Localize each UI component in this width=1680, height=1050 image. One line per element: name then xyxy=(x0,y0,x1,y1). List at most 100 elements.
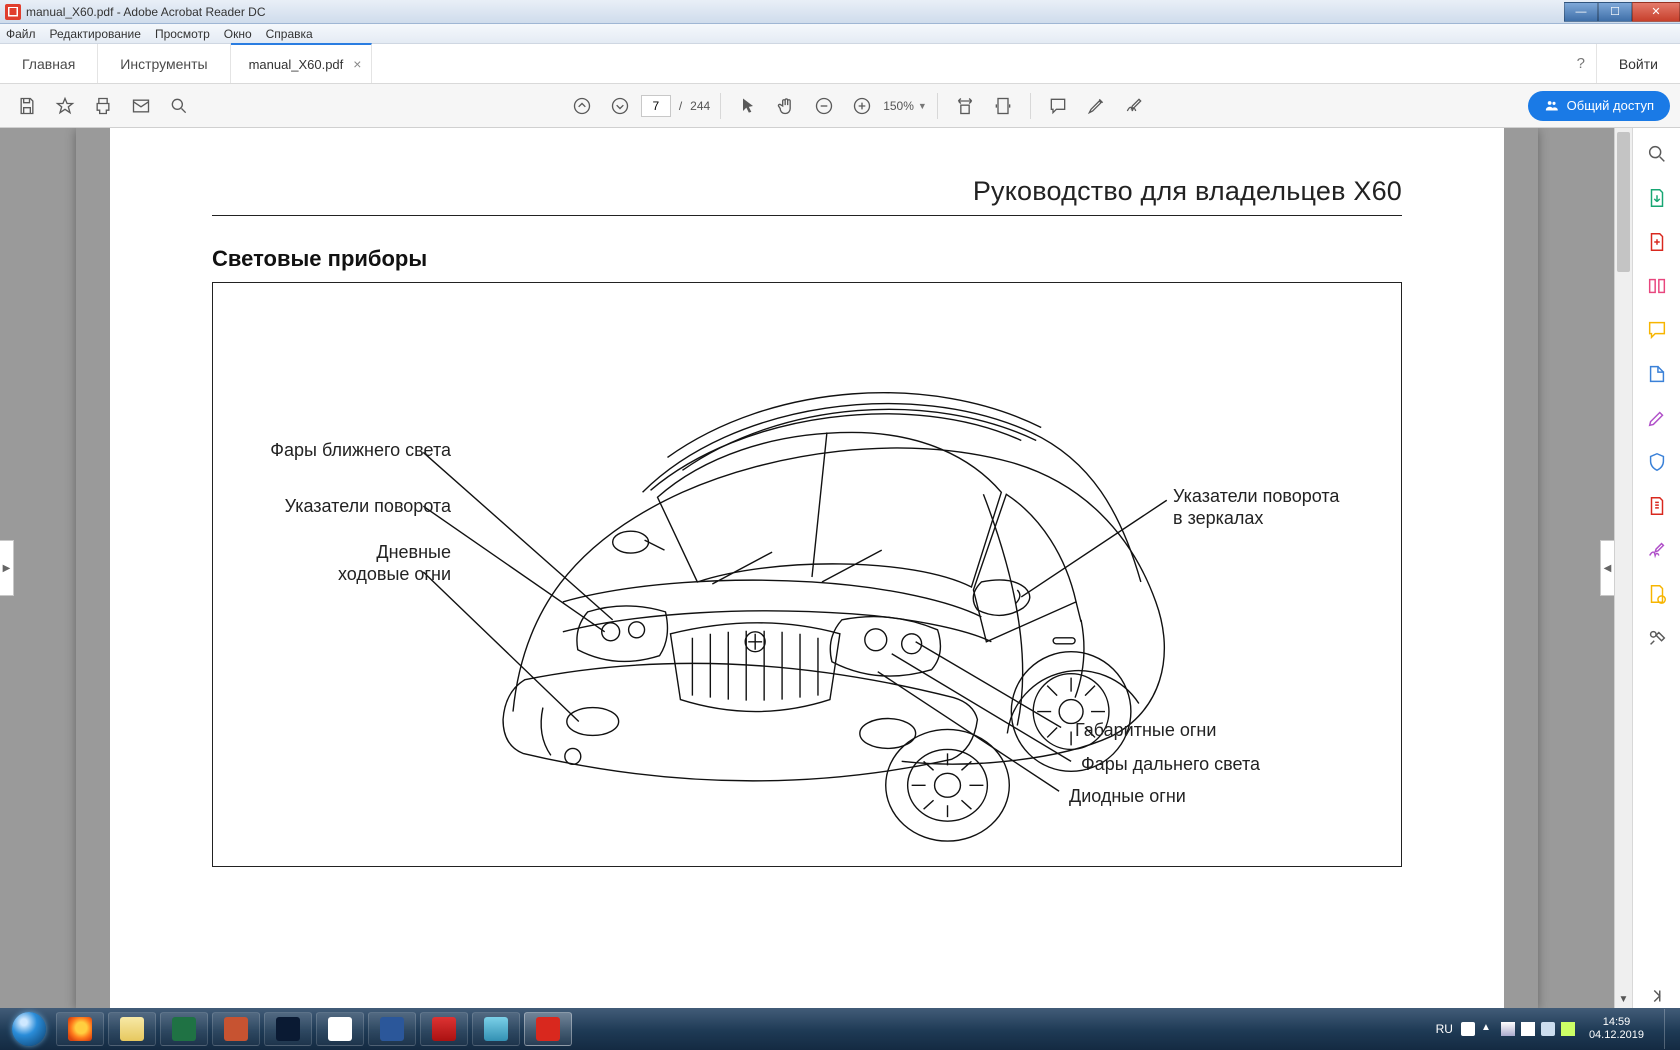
tab-document[interactable]: manual_X60.pdf × xyxy=(231,43,373,83)
chevron-down-icon: ▼ xyxy=(918,101,927,111)
section-title: Световые приборы xyxy=(212,246,1402,272)
pdf-page: Руководство для владельцев X60 Световые … xyxy=(76,128,1538,1008)
tray-icon-generic-1[interactable] xyxy=(1461,1022,1475,1036)
page-sep: / xyxy=(679,99,682,113)
strip-fill-sign-icon[interactable] xyxy=(1645,538,1669,562)
strip-collapse-icon[interactable] xyxy=(1645,984,1669,1008)
tab-close-icon[interactable]: × xyxy=(353,56,361,72)
document-tabbar: Главная Инструменты manual_X60.pdf × ? В… xyxy=(0,44,1680,84)
workspace: ▶ ◀ Руководство для владельцев X60 Свето… xyxy=(0,128,1680,1008)
scrollbar-thumb[interactable] xyxy=(1617,132,1630,272)
document-viewport[interactable]: ▶ ◀ Руководство для владельцев X60 Свето… xyxy=(0,128,1614,1008)
callout-position-lights: Габаритные огни xyxy=(1075,719,1216,742)
tab-document-label: manual_X60.pdf xyxy=(249,57,344,72)
strip-comment-icon[interactable] xyxy=(1645,318,1669,342)
strip-combine-icon[interactable] xyxy=(1645,362,1669,386)
tray-volume-icon[interactable] xyxy=(1521,1022,1535,1036)
zoom-out-icon[interactable] xyxy=(807,89,841,123)
tray-clock[interactable]: 14:59 04.12.2019 xyxy=(1583,1016,1650,1041)
strip-compress-icon[interactable] xyxy=(1645,494,1669,518)
cursor-icon[interactable] xyxy=(731,89,765,123)
expand-left-pane-button[interactable]: ▶ xyxy=(0,540,14,596)
menu-file[interactable]: Файл xyxy=(6,27,36,41)
windows-orb-icon xyxy=(12,1012,46,1046)
vehicle-diagram: Фары ближнего света Указатели поворота Д… xyxy=(212,282,1402,867)
main-toolbar: / 244 150%▼ Общий доступ xyxy=(0,84,1680,128)
expand-right-pane-button[interactable]: ◀ xyxy=(1600,540,1614,596)
strip-protect-icon[interactable] xyxy=(1645,450,1669,474)
save-icon[interactable] xyxy=(10,89,44,123)
taskbar-app-1[interactable] xyxy=(316,1012,364,1046)
highlight-icon[interactable] xyxy=(1079,89,1113,123)
strip-search-icon[interactable] xyxy=(1645,142,1669,166)
taskbar-app-2[interactable] xyxy=(420,1012,468,1046)
page-total: 244 xyxy=(690,99,710,113)
signin-button[interactable]: Войти xyxy=(1596,44,1680,83)
comment-icon[interactable] xyxy=(1041,89,1075,123)
tray-chevron-up-icon[interactable]: ▲ xyxy=(1481,1022,1495,1036)
menu-view[interactable]: Просмотр xyxy=(155,27,210,41)
strip-send-icon[interactable] xyxy=(1645,582,1669,606)
callout-turn-signal: Указатели поворота xyxy=(231,495,451,518)
zoom-in-icon[interactable] xyxy=(845,89,879,123)
tray-icons[interactable]: ▲ xyxy=(1461,1022,1575,1036)
callout-mirror-1: Указатели поворота xyxy=(1173,485,1339,508)
tray-icon-generic-3[interactable] xyxy=(1561,1022,1575,1036)
callout-drl-2: ходовые огни xyxy=(231,563,451,586)
tray-network-icon[interactable] xyxy=(1501,1022,1515,1036)
taskbar-firefox[interactable] xyxy=(56,1012,104,1046)
window-minimize-button[interactable]: — xyxy=(1564,2,1598,22)
taskbar-excel[interactable] xyxy=(160,1012,208,1046)
star-icon[interactable] xyxy=(48,89,82,123)
taskbar-explorer[interactable] xyxy=(108,1012,156,1046)
right-tool-strip xyxy=(1632,128,1680,1008)
hand-icon[interactable] xyxy=(769,89,803,123)
windows-taskbar: RU ▲ 14:59 04.12.2019 xyxy=(0,1008,1680,1050)
show-desktop-button[interactable] xyxy=(1664,1009,1674,1049)
vertical-scrollbar[interactable]: ▲ ▼ xyxy=(1614,128,1632,1008)
strip-more-tools-icon[interactable] xyxy=(1645,626,1669,650)
share-button[interactable]: Общий доступ xyxy=(1528,91,1670,121)
acrobat-app-icon xyxy=(5,4,21,20)
menu-help[interactable]: Справка xyxy=(266,27,313,41)
people-icon xyxy=(1544,98,1559,113)
menu-window[interactable]: Окно xyxy=(224,27,252,41)
tab-home[interactable]: Главная xyxy=(0,44,98,83)
strip-organize-icon[interactable] xyxy=(1645,274,1669,298)
taskbar-word[interactable] xyxy=(368,1012,416,1046)
window-close-button[interactable]: ✕ xyxy=(1632,2,1680,22)
tray-icon-generic-2[interactable] xyxy=(1541,1022,1555,1036)
callout-drl-1: Дневные xyxy=(231,541,451,564)
page-down-icon[interactable] xyxy=(603,89,637,123)
search-icon[interactable] xyxy=(162,89,196,123)
strip-edit-sign-icon[interactable] xyxy=(1645,406,1669,430)
print-icon[interactable] xyxy=(86,89,120,123)
app-menubar: Файл Редактирование Просмотр Окно Справк… xyxy=(0,24,1680,44)
mail-icon[interactable] xyxy=(124,89,158,123)
callout-low-beam: Фары ближнего света xyxy=(231,439,451,462)
menu-edit[interactable]: Редактирование xyxy=(50,27,141,41)
taskbar-acrobat[interactable] xyxy=(524,1012,572,1046)
window-title: manual_X60.pdf - Adobe Acrobat Reader DC xyxy=(26,5,265,19)
document-header: Руководство для владельцев X60 xyxy=(212,176,1402,216)
scroll-down-icon[interactable]: ▼ xyxy=(1615,990,1632,1008)
callout-high-beam: Фары дальнего света xyxy=(1081,753,1260,776)
help-button[interactable]: ? xyxy=(1566,44,1596,83)
tab-tools[interactable]: Инструменты xyxy=(98,44,230,83)
tray-language[interactable]: RU xyxy=(1436,1022,1453,1036)
window-titlebar: manual_X60.pdf - Adobe Acrobat Reader DC… xyxy=(0,0,1680,24)
start-button[interactable] xyxy=(6,1010,52,1048)
page-number-input[interactable] xyxy=(641,95,671,117)
taskbar-powerpoint[interactable] xyxy=(212,1012,260,1046)
strip-create-pdf-icon[interactable] xyxy=(1645,230,1669,254)
fit-page-icon[interactable] xyxy=(986,89,1020,123)
sign-icon[interactable] xyxy=(1117,89,1151,123)
fit-width-icon[interactable] xyxy=(948,89,982,123)
strip-export-pdf-icon[interactable] xyxy=(1645,186,1669,210)
taskbar-paint[interactable] xyxy=(472,1012,520,1046)
callout-led-lights: Диодные огни xyxy=(1069,785,1186,808)
page-up-icon[interactable] xyxy=(565,89,599,123)
taskbar-photoshop[interactable] xyxy=(264,1012,312,1046)
zoom-dropdown[interactable]: 150%▼ xyxy=(883,99,927,113)
window-maximize-button[interactable]: ☐ xyxy=(1598,2,1632,22)
